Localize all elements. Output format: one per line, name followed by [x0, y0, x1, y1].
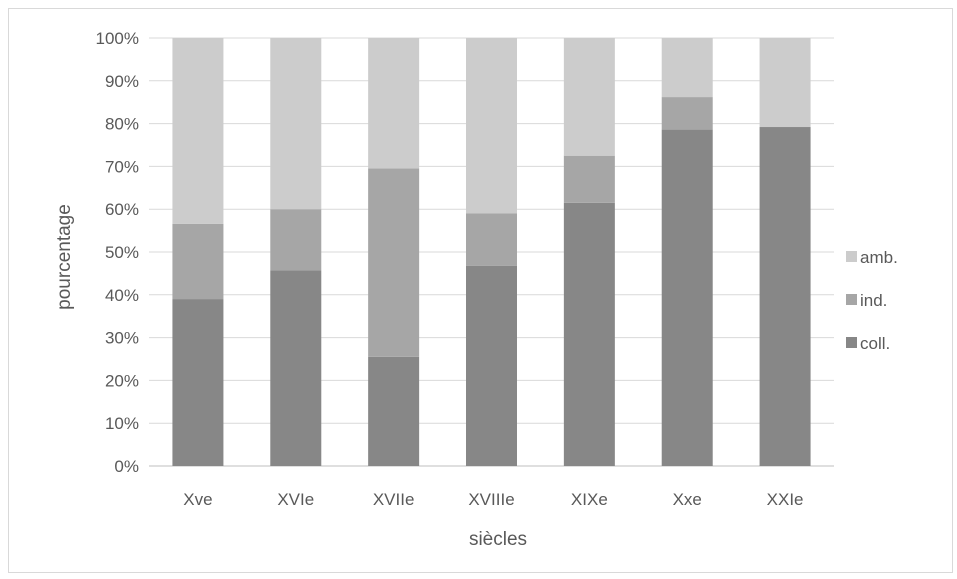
bar-segment-amb [759, 38, 811, 128]
x-tick-label: XIXe [571, 490, 608, 509]
bar-segment-coll [172, 299, 224, 466]
legend-label: coll. [860, 334, 890, 353]
bar-segment-ind [661, 97, 713, 130]
y-tick-label: 60% [105, 200, 139, 219]
y-tick-label: 70% [105, 157, 139, 176]
bar-segment-amb [661, 38, 713, 98]
bar-segment-amb [466, 38, 517, 214]
legend-item: ind. [846, 291, 887, 310]
legend: amb. ind. coll. [846, 248, 898, 353]
stacked-bar-chart: 0% 10% 20% 30% 40% 50% 60% 70% 80% 90% 100% Xve XVI… [54, 29, 898, 550]
y-tick-label: 10% [105, 414, 139, 433]
bar-segment-coll [270, 270, 322, 466]
x-tick-label: XVIIe [373, 490, 415, 509]
bar-segment-ind [172, 223, 224, 300]
x-tick-label: Xxe [673, 490, 702, 509]
bar-segment-coll [466, 265, 517, 466]
legend-swatch [846, 294, 857, 305]
y-tick-label: 20% [105, 371, 139, 390]
y-tick-label: 50% [105, 243, 139, 262]
legend-item: coll. [846, 334, 890, 353]
y-tick-label: 90% [105, 72, 139, 91]
bar-segment-coll [368, 356, 420, 466]
chart-frame: 0% 10% 20% 30% 40% 50% 60% 70% 80% 90% 100% Xve XVI… [8, 8, 953, 573]
bar-segment-amb [563, 38, 615, 156]
bar-segment-coll [759, 127, 811, 467]
y-axis-label: pourcentage [54, 204, 75, 310]
x-axis-label: siècles [469, 529, 527, 550]
bar-segment-ind [368, 168, 420, 357]
x-tick-label: XVIe [277, 490, 314, 509]
bar-segment-coll [563, 202, 615, 466]
x-tick-label: XXIe [767, 490, 804, 509]
y-tick-label: 0% [114, 457, 139, 476]
x-tick-label: XVIIIe [468, 490, 514, 509]
bars [172, 38, 811, 467]
x-tick-label: Xve [183, 490, 212, 509]
bar-segment-ind [270, 209, 322, 271]
bar-segment-amb [172, 38, 224, 224]
bar-segment-coll [661, 129, 713, 466]
bar-segment-amb [368, 38, 420, 169]
y-tick-labels: 0% 10% 20% 30% 40% 50% 60% 70% 80% 90% 100% [96, 29, 139, 476]
bar-segment-ind [466, 213, 517, 266]
y-tick-label: 40% [105, 286, 139, 305]
y-tick-label: 30% [105, 329, 139, 348]
bar-segment-amb [270, 38, 322, 210]
legend-item: amb. [846, 248, 898, 267]
y-tick-label: 80% [105, 115, 139, 134]
legend-label: ind. [860, 291, 887, 310]
y-tick-label: 100% [96, 29, 139, 48]
legend-swatch [846, 337, 857, 348]
legend-label: amb. [860, 248, 898, 267]
legend-swatch [846, 251, 857, 262]
bar-segment-ind [563, 155, 615, 203]
x-tick-labels: Xve XVIe XVIIe XVIIIe XIXe Xxe XXIe [183, 490, 803, 509]
